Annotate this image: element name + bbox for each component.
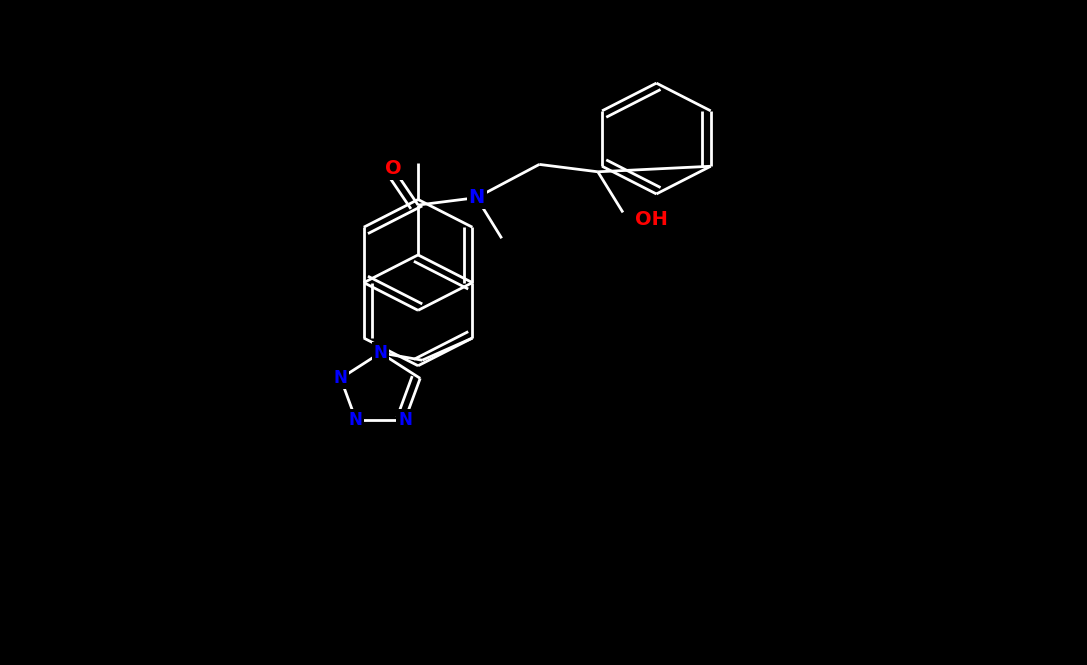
- Text: O: O: [385, 158, 401, 178]
- Text: N: N: [468, 188, 485, 207]
- Text: N: N: [349, 411, 363, 429]
- Text: N: N: [374, 344, 387, 362]
- Text: N: N: [398, 411, 412, 429]
- Text: N: N: [334, 369, 348, 387]
- Text: OH: OH: [636, 210, 669, 229]
